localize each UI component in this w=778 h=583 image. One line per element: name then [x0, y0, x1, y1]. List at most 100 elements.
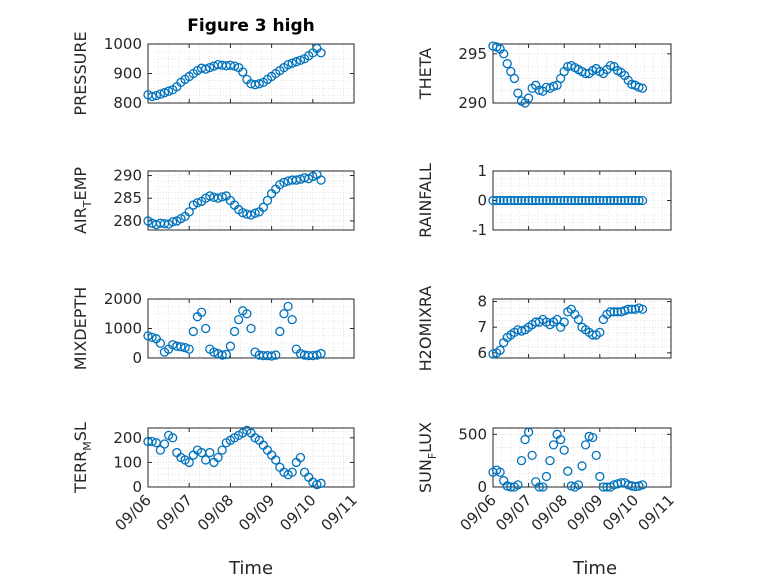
y-axis-label: SUNFLUX — [416, 422, 439, 493]
data-point — [163, 86, 174, 96]
data-point — [591, 450, 601, 461]
data-point — [295, 452, 306, 463]
data-point — [254, 79, 264, 89]
data-point — [229, 61, 240, 71]
data-point — [584, 195, 594, 206]
y-tick-label: 290 — [113, 167, 142, 185]
data-point — [143, 331, 153, 341]
data-point — [598, 482, 609, 492]
data-point — [577, 461, 587, 471]
data-point — [637, 304, 648, 314]
data-point — [573, 195, 584, 206]
data-point — [516, 456, 527, 466]
data-point — [634, 195, 644, 206]
data-point — [570, 195, 580, 206]
y-tick-label: 290 — [458, 94, 487, 112]
data-point — [233, 314, 244, 325]
data-point — [623, 304, 633, 314]
y-tick-label: 2000 — [104, 290, 142, 308]
data-point — [213, 452, 223, 463]
data-point — [488, 195, 498, 206]
data-point — [246, 210, 256, 220]
data-point — [316, 348, 326, 359]
y-tick-label: 900 — [113, 65, 142, 83]
data-point — [630, 195, 641, 206]
data-point — [580, 440, 591, 450]
data-point — [495, 467, 505, 477]
data-point — [283, 301, 293, 312]
data-point — [147, 436, 157, 447]
figure-title: Figure 3 high — [187, 16, 315, 36]
data-point — [287, 58, 297, 68]
x-tick-label: 09/10 — [599, 491, 642, 534]
data-point — [229, 326, 240, 337]
data-point — [271, 350, 281, 360]
x-tick-label: 09/11 — [318, 491, 361, 534]
x-tick-label: 09/07 — [153, 491, 196, 534]
data-point — [541, 195, 552, 206]
data-point — [612, 195, 623, 206]
data-point — [563, 195, 573, 206]
y-tick-label: -1 — [472, 221, 487, 239]
data-point — [250, 208, 260, 218]
data-point — [242, 309, 252, 319]
x-axis-label-right: Time — [572, 558, 617, 579]
data-point — [513, 480, 523, 490]
grid — [147, 43, 355, 104]
data-series — [488, 303, 648, 359]
data-point — [184, 344, 194, 354]
data-point — [637, 83, 648, 93]
data-point — [287, 314, 297, 325]
y-tick-label: 1000 — [104, 35, 142, 53]
data-point — [225, 60, 236, 70]
x-tick-label: 09/11 — [635, 491, 678, 534]
data-point — [509, 73, 520, 84]
data-point — [605, 195, 616, 206]
data-point — [221, 349, 231, 360]
data-point — [316, 175, 326, 185]
axes-frame — [492, 43, 672, 104]
data-point — [201, 455, 211, 465]
x-tick-label: 09/08 — [528, 491, 571, 534]
x-tick-label: 09/06 — [457, 491, 500, 534]
y-tick-label: 100 — [113, 453, 142, 471]
data-point — [609, 307, 619, 317]
data-point — [563, 466, 573, 476]
data-point — [217, 350, 227, 360]
data-point — [155, 338, 166, 348]
data-point — [620, 195, 630, 206]
data-point — [516, 195, 527, 206]
data-point — [266, 351, 277, 361]
data-point — [295, 55, 306, 65]
axes-frame — [492, 298, 672, 359]
data-point — [605, 60, 616, 71]
data-point — [588, 195, 598, 206]
grid — [147, 171, 355, 230]
y-tick-label: 0 — [477, 192, 487, 210]
data-point — [250, 80, 260, 90]
data-point — [627, 481, 637, 491]
x-tick-label: 09/09 — [235, 491, 278, 534]
data-point — [591, 195, 601, 206]
data-series — [143, 43, 326, 102]
data-point — [155, 89, 166, 99]
data-series — [143, 425, 326, 490]
data-series — [488, 195, 648, 206]
data-point — [523, 93, 534, 103]
y-tick-label: 7 — [477, 318, 487, 336]
y-tick-label: 8 — [477, 293, 487, 311]
data-point — [545, 195, 555, 206]
y-tick-label: 0 — [477, 478, 487, 496]
y-tick-label: 200 — [113, 429, 142, 447]
data-point — [291, 57, 301, 67]
y-tick-label: 295 — [458, 45, 487, 63]
data-point — [559, 317, 569, 327]
data-point — [258, 202, 269, 212]
data-point — [184, 207, 194, 217]
data-point — [205, 62, 215, 73]
axes-frame — [147, 170, 355, 231]
data-point — [559, 445, 569, 455]
data-point — [573, 314, 584, 325]
data-point — [545, 456, 555, 466]
